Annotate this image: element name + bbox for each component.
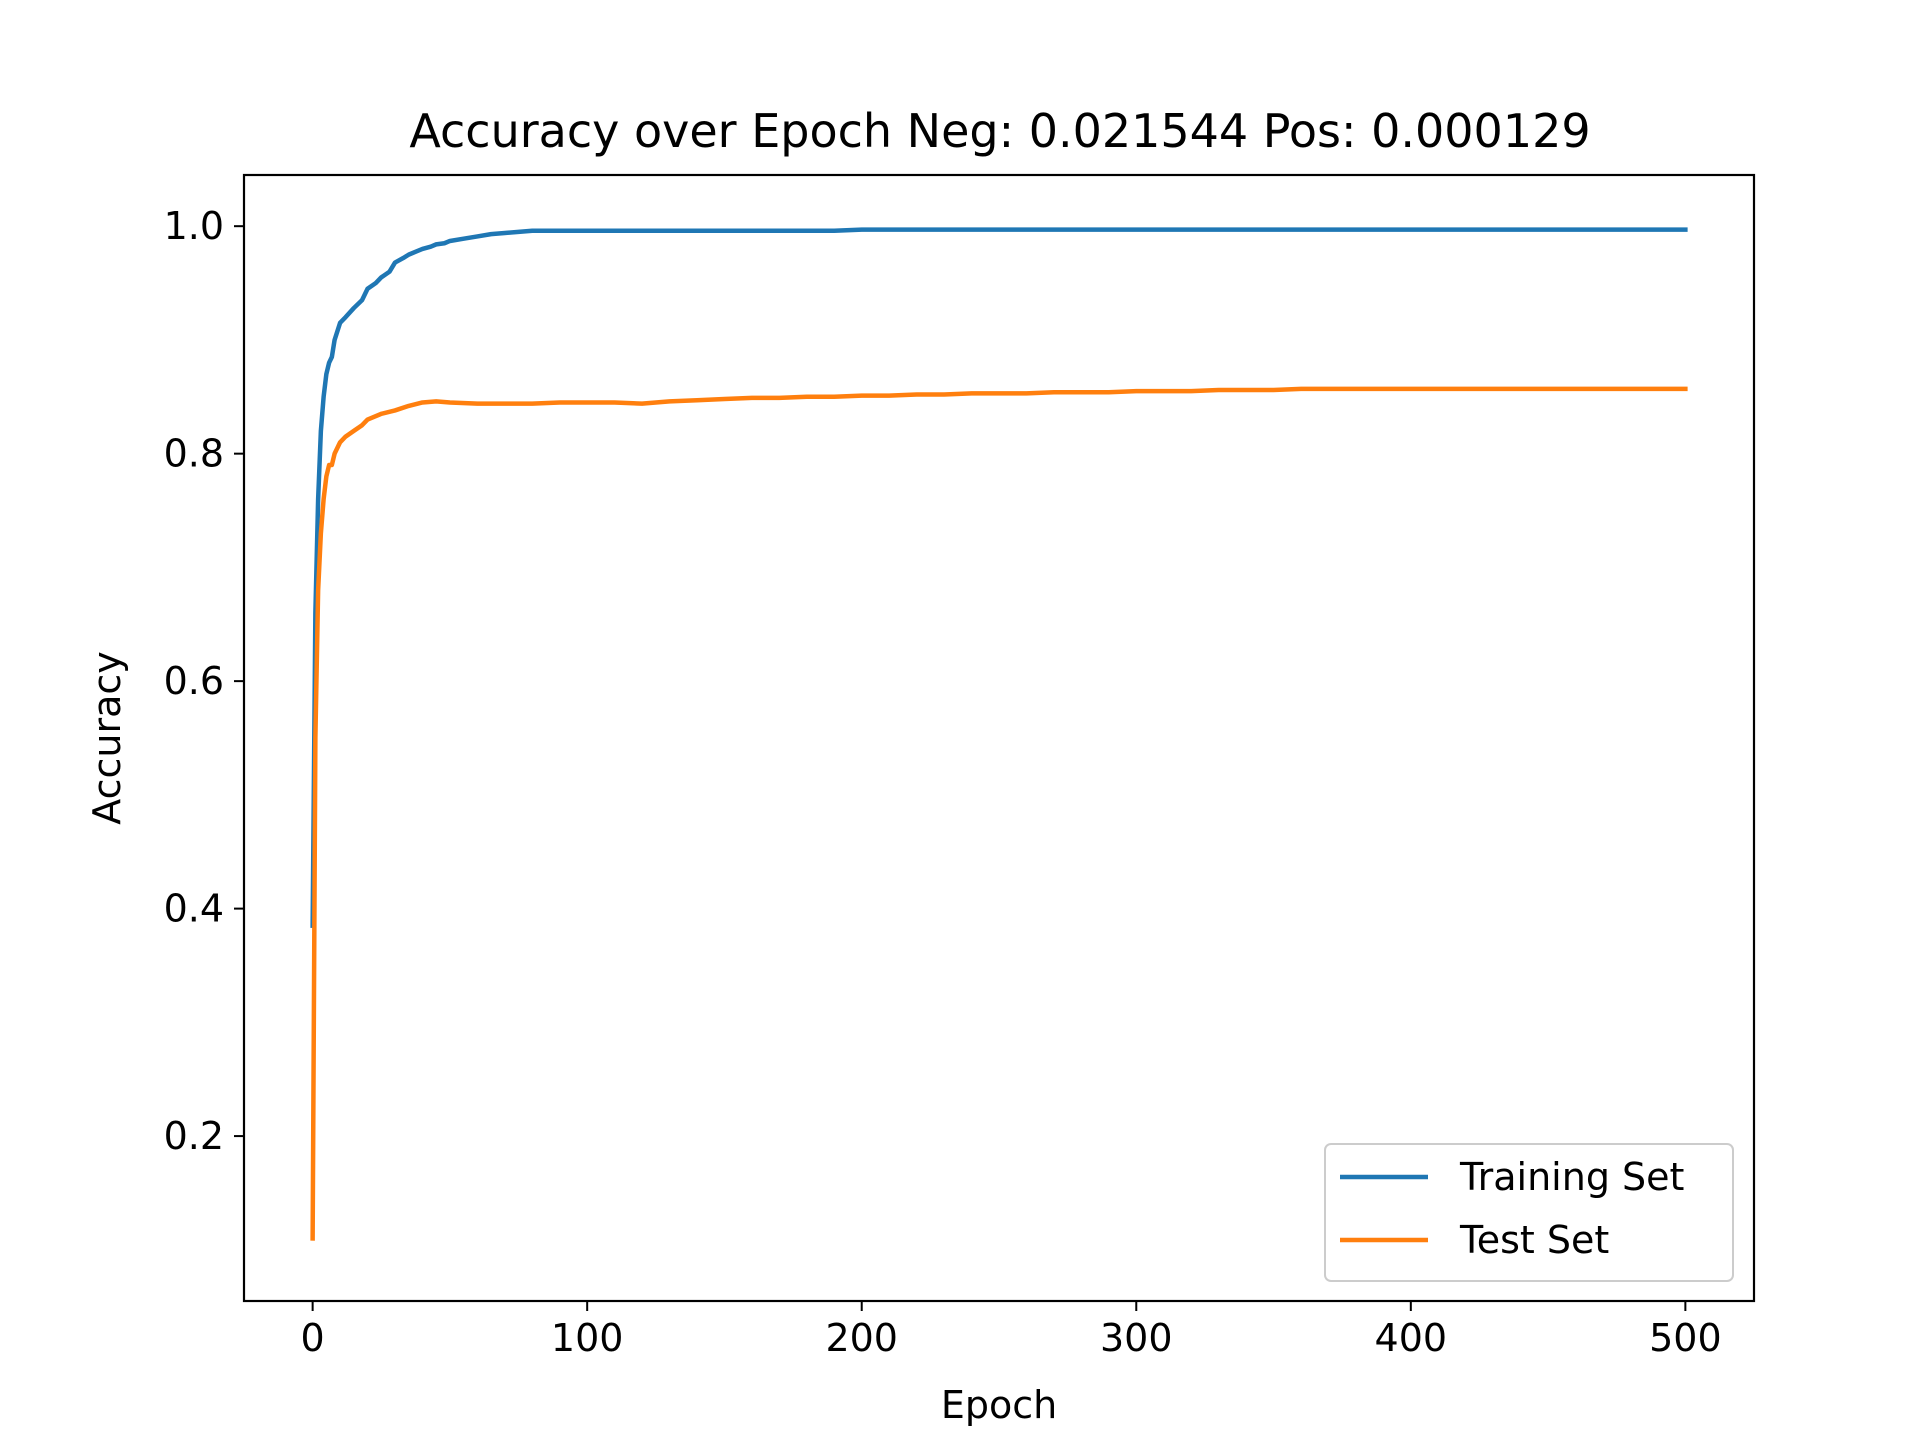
legend-label-training-set: Training Set [1459,1155,1684,1199]
legend-label-test-set: Test Set [1459,1218,1609,1262]
x-tick-label: 400 [1375,1316,1448,1360]
series-group [310,227,1688,1241]
chart-title: Accuracy over Epoch Neg: 0.021544 Pos: 0… [409,104,1590,158]
y-tick-label: 0.2 [164,1114,224,1158]
y-axis-label: Accuracy [85,651,129,825]
x-axis: 0 100 200 300 400 500 [301,1301,1722,1360]
series-line-training-set [310,227,1688,928]
x-tick-label: 500 [1649,1316,1722,1360]
y-tick-label: 0.6 [164,659,224,703]
x-tick-label: 200 [825,1316,898,1360]
x-axis-label: Epoch [941,1383,1057,1427]
series-line-test-set [310,386,1688,1241]
x-tick-label: 100 [551,1316,624,1360]
plot-area [242,173,1756,1303]
y-tick-label: 0.8 [164,432,224,476]
y-tick-label: 1.0 [164,204,224,248]
x-tick-label: 300 [1100,1316,1173,1360]
y-tick-label: 0.4 [164,887,224,931]
legend: Training Set Test Set [1324,1143,1734,1282]
y-axis: 0.2 0.4 0.6 0.8 1.0 [164,204,244,1158]
x-tick-label: 0 [301,1316,325,1360]
